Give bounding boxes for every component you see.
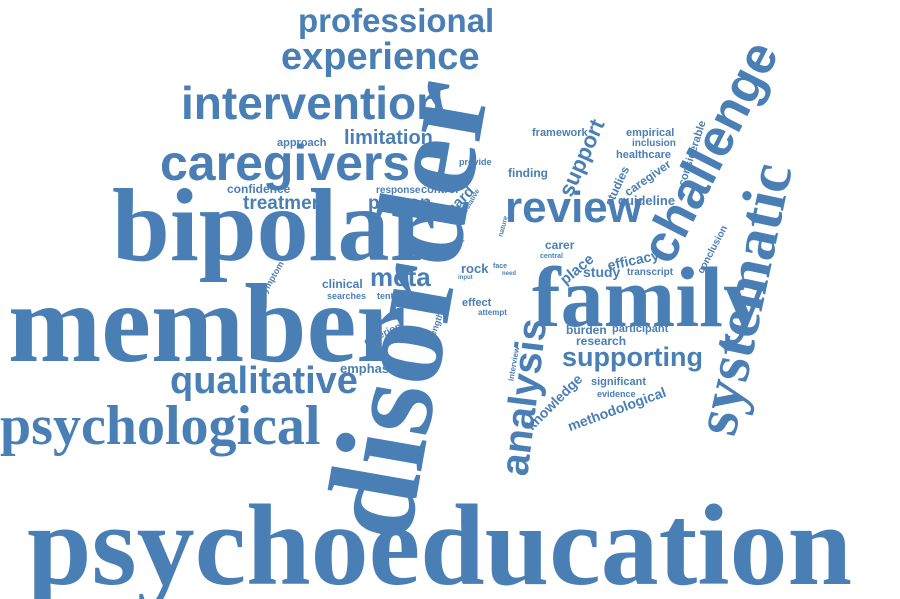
word-burden: burden: [566, 323, 607, 337]
word-meta: meta: [370, 262, 431, 292]
word-experience: experience: [281, 36, 480, 78]
word-study: study: [583, 264, 621, 280]
word-psychoeducation: psychoeducation: [27, 482, 853, 599]
word-need: need: [502, 271, 517, 277]
word-limitation: limitation: [344, 127, 433, 149]
word-participant: participant: [612, 323, 669, 335]
word-finding: finding: [508, 166, 548, 180]
word-member: member: [8, 262, 407, 386]
word-significant: significant: [591, 376, 647, 388]
word-input: input: [458, 275, 473, 281]
word-qualitative: qualitative: [170, 360, 358, 402]
word-supporting: supporting: [562, 342, 703, 372]
word-empirical: empirical: [626, 127, 675, 139]
word-bipolar: bipolar: [112, 168, 436, 283]
word-person: person: [368, 193, 432, 214]
word-research: research: [576, 334, 627, 348]
word-response: response: [376, 185, 421, 196]
word-evidence: evidence: [597, 389, 636, 399]
word-searches: searches: [327, 291, 367, 301]
word-confidence: confidence: [227, 182, 291, 196]
word-approach: approach: [277, 137, 327, 149]
word-guideline: guideline: [618, 193, 676, 208]
word-psychological: psychological: [0, 395, 321, 457]
word-control: control: [421, 184, 459, 196]
word-intervention: intervention: [181, 77, 445, 129]
word-analysis: analysis: [492, 315, 556, 479]
word-emphasise: emphasise: [340, 361, 408, 376]
word-treatment: treatment: [243, 193, 330, 214]
word-professional: professional: [298, 2, 495, 39]
word-attempt: attempt: [478, 308, 507, 317]
word-inclusion: inclusion: [632, 138, 676, 149]
word-central: central: [540, 253, 563, 260]
word-caregivers: caregivers: [160, 135, 411, 191]
word-transcript: transcript: [627, 267, 674, 278]
word-healthcare: healthcare: [616, 149, 672, 161]
word-rock: rock: [461, 261, 489, 276]
word-clinical: clinical: [322, 277, 363, 291]
word-face: face: [493, 263, 508, 270]
word-provide: provide: [459, 157, 492, 167]
word-framework: framework: [532, 127, 588, 139]
word-tentative: tentative: [377, 291, 415, 301]
word-family: family: [532, 249, 767, 345]
word-effect: effect: [462, 297, 492, 309]
word-carer: carer: [545, 238, 575, 252]
word-review: review: [505, 183, 642, 232]
